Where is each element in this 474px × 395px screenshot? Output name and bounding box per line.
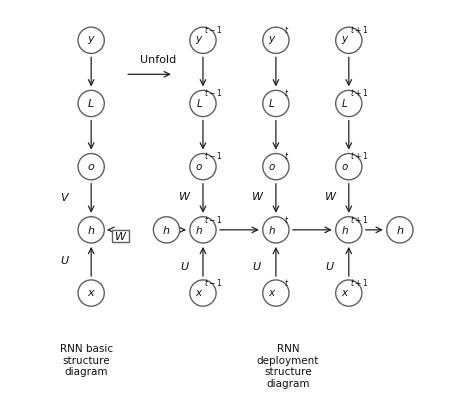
Text: V: V (61, 193, 68, 203)
Text: Unfold: Unfold (140, 55, 176, 64)
Circle shape (336, 154, 362, 180)
Text: $t-1$: $t-1$ (204, 214, 223, 225)
Text: $o$: $o$ (268, 162, 276, 172)
Circle shape (336, 280, 362, 306)
Text: $t$: $t$ (284, 150, 289, 162)
Text: $W$: $W$ (251, 190, 264, 202)
Text: U: U (60, 256, 69, 267)
Text: $h$: $h$ (341, 224, 349, 236)
Text: $t-1$: $t-1$ (204, 87, 223, 98)
Text: $U$: $U$ (325, 260, 335, 272)
Circle shape (190, 27, 216, 53)
Text: $t-1$: $t-1$ (204, 277, 223, 288)
Text: $W$: $W$ (178, 190, 191, 202)
Circle shape (336, 90, 362, 117)
Circle shape (190, 90, 216, 117)
Text: $y$: $y$ (341, 34, 349, 46)
Circle shape (263, 27, 289, 53)
Text: $h$: $h$ (87, 224, 95, 236)
Circle shape (78, 154, 104, 180)
Text: $x$: $x$ (341, 288, 349, 298)
Text: $h$: $h$ (163, 224, 171, 236)
Text: $x$: $x$ (268, 288, 276, 298)
Text: $L$: $L$ (268, 98, 275, 109)
Text: $h$: $h$ (396, 224, 404, 236)
Circle shape (78, 27, 104, 53)
Text: $y$: $y$ (87, 34, 96, 46)
Text: $y$: $y$ (195, 34, 203, 46)
Circle shape (190, 280, 216, 306)
Text: $h$: $h$ (268, 224, 276, 236)
Text: $L$: $L$ (341, 98, 348, 109)
Text: $U$: $U$ (180, 260, 190, 272)
Text: $L$: $L$ (87, 98, 95, 109)
Text: $t+1$: $t+1$ (350, 150, 369, 162)
Text: $U$: $U$ (253, 260, 263, 272)
Circle shape (263, 90, 289, 117)
Text: $t$: $t$ (284, 214, 289, 225)
Circle shape (387, 217, 413, 243)
Circle shape (78, 90, 104, 117)
Text: $t+1$: $t+1$ (350, 87, 369, 98)
Circle shape (154, 217, 180, 243)
Text: $t-1$: $t-1$ (204, 150, 223, 162)
Circle shape (336, 27, 362, 53)
Text: $o$: $o$ (341, 162, 349, 172)
Text: $W$: $W$ (114, 230, 127, 242)
Text: $t$: $t$ (284, 87, 289, 98)
Circle shape (263, 154, 289, 180)
FancyBboxPatch shape (111, 230, 129, 242)
Text: RNN
deployment
structure
diagram: RNN deployment structure diagram (257, 344, 319, 389)
Circle shape (190, 217, 216, 243)
Text: $t+1$: $t+1$ (350, 277, 369, 288)
Circle shape (336, 217, 362, 243)
Text: $h$: $h$ (195, 224, 203, 236)
Circle shape (78, 217, 104, 243)
Text: $t-1$: $t-1$ (204, 24, 223, 35)
Text: $t$: $t$ (284, 277, 289, 288)
Text: $x$: $x$ (87, 288, 96, 298)
Text: $o$: $o$ (195, 162, 203, 172)
Text: $t$: $t$ (284, 24, 289, 35)
Circle shape (263, 280, 289, 306)
Text: $o$: $o$ (87, 162, 95, 172)
Circle shape (78, 280, 104, 306)
Circle shape (190, 154, 216, 180)
Text: RNN basic
structure
diagram: RNN basic structure diagram (60, 344, 113, 377)
Text: $x$: $x$ (195, 288, 203, 298)
Circle shape (263, 217, 289, 243)
Text: $t+1$: $t+1$ (350, 214, 369, 225)
Text: $y$: $y$ (268, 34, 276, 46)
Text: $W$: $W$ (324, 190, 337, 202)
Text: $L$: $L$ (195, 98, 203, 109)
Text: $t+1$: $t+1$ (350, 24, 369, 35)
